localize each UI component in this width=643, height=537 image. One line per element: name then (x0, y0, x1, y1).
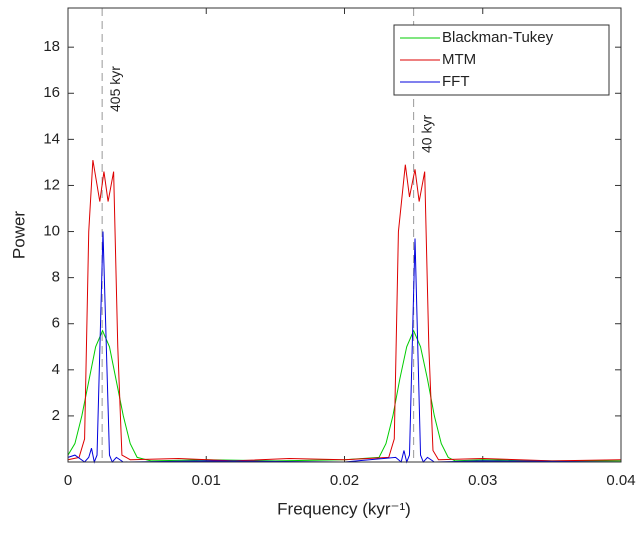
series-line (67, 231, 622, 464)
x-tick-label: 0.01 (192, 472, 221, 489)
y-tick-label: 2 (52, 407, 60, 424)
y-axis-label: Power (9, 211, 28, 260)
x-tick-label: 0 (64, 472, 72, 489)
legend-label: Blackman-Tukey (442, 29, 554, 46)
series-line (67, 160, 622, 462)
y-tick-label: 4 (52, 361, 60, 378)
y-tick-label: 10 (43, 223, 60, 240)
annotation-text: 405 kyr (107, 66, 123, 112)
plot-frame (67, 7, 622, 463)
y-tick-label: 14 (43, 130, 60, 147)
x-tick-label: 0.02 (330, 472, 359, 489)
legend-label: MTM (442, 51, 476, 68)
annotation-text: 40 kyr (418, 115, 434, 153)
y-tick-label: 6 (52, 315, 60, 332)
legend-label: FFT (442, 73, 470, 90)
y-tick-label: 16 (43, 84, 60, 101)
x-axis-label: Frequency (kyr⁻¹) (277, 499, 411, 518)
x-tick-label: 0.03 (468, 472, 497, 489)
y-tick-label: 18 (43, 38, 60, 55)
y-tick-label: 8 (52, 269, 60, 286)
x-tick-label: 0.04 (606, 472, 635, 489)
y-tick-label: 12 (43, 176, 60, 193)
